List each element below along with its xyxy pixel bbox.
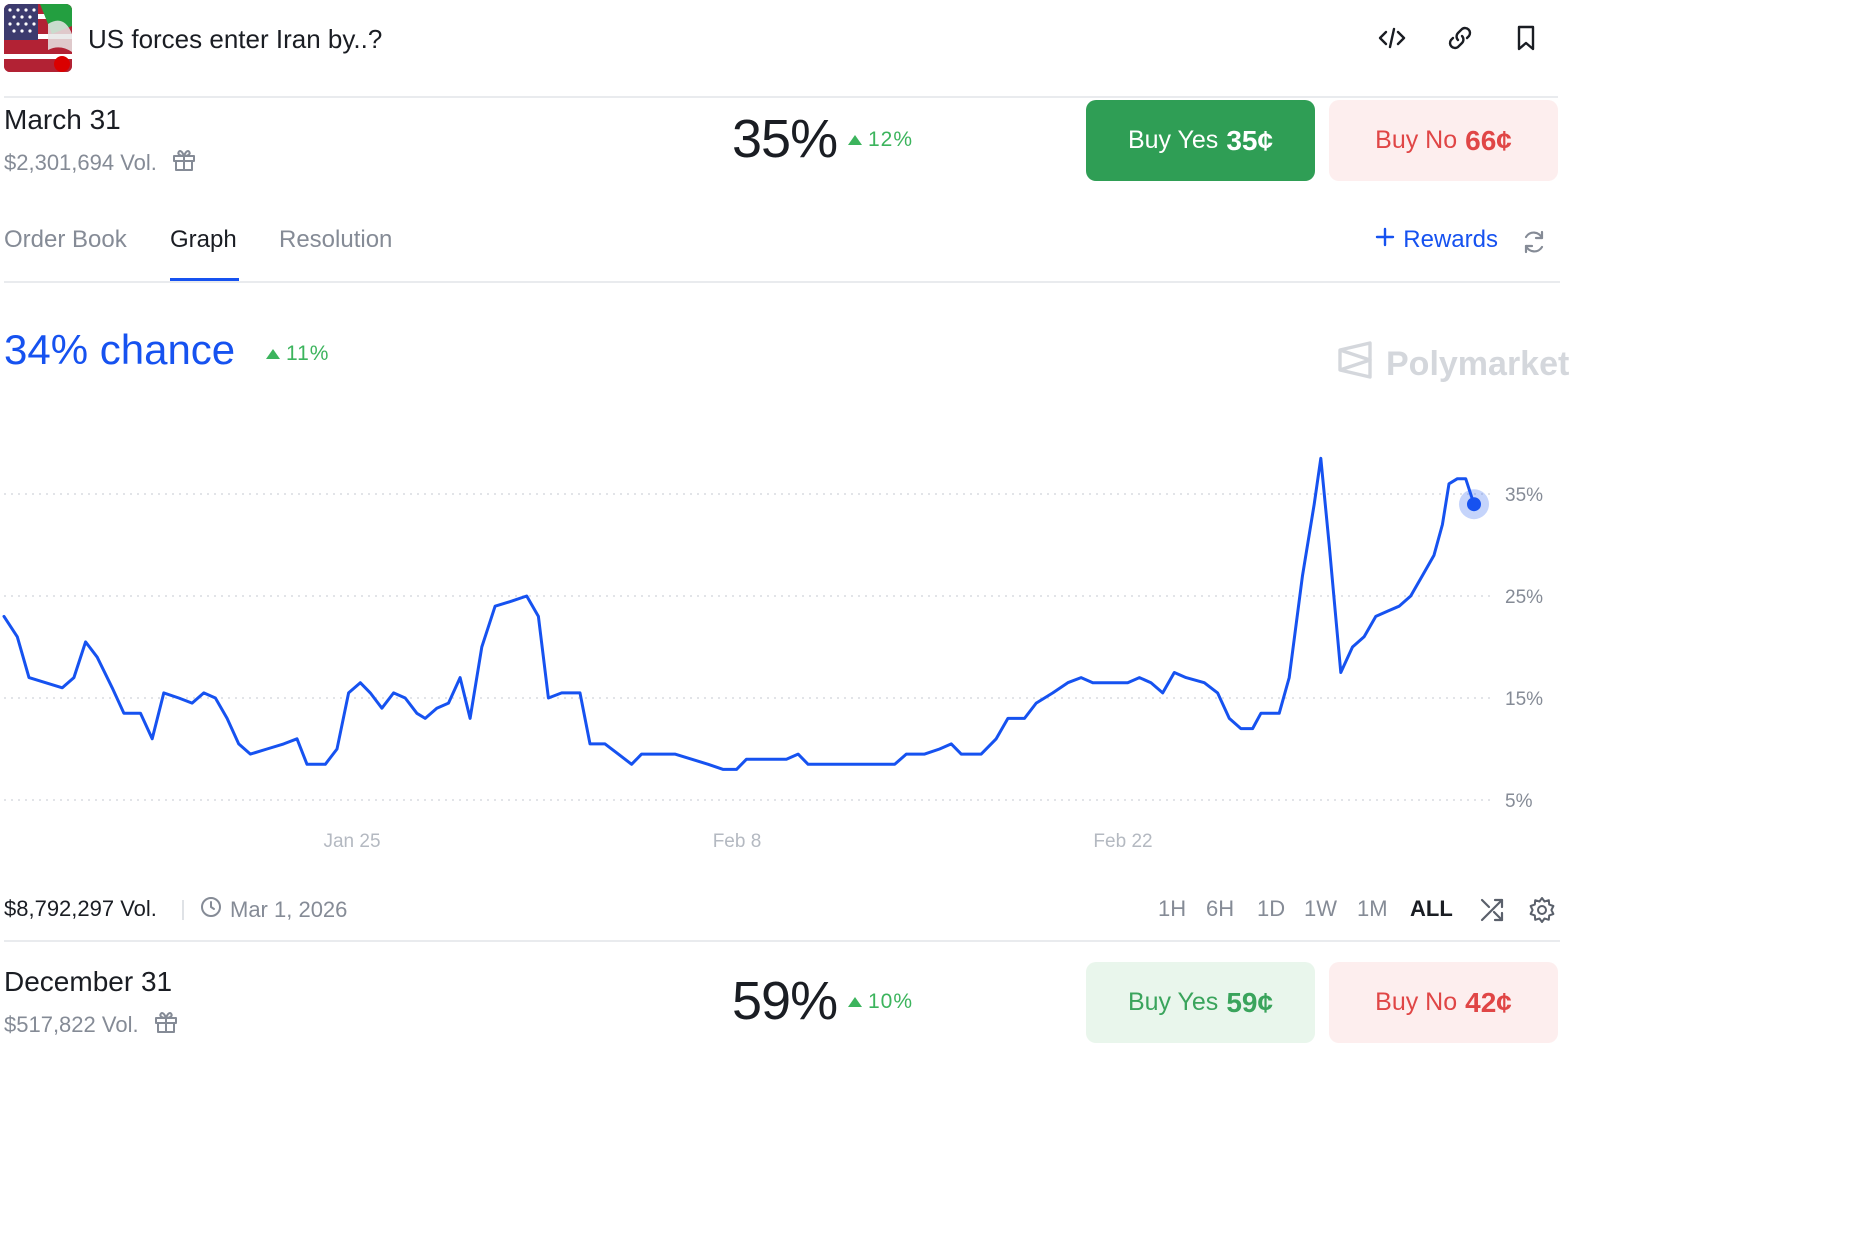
tab-resolution[interactable]: Resolution [279, 226, 393, 253]
range-1m[interactable]: 1M [1357, 896, 1388, 921]
buy-yes-price: 59¢ [1226, 986, 1274, 1018]
tab-divider [4, 281, 1560, 283]
up-triangle-icon [848, 135, 862, 145]
tab-graph[interactable]: Graph [170, 226, 237, 253]
shuffle-icon[interactable] [1478, 896, 1506, 929]
outcome-volume: $517,822 Vol. [4, 1009, 179, 1041]
chart-footer: $8,792,297 Vol. Mar 1, 2026 1H 6H 1D 1W … [4, 896, 1560, 926]
divider [4, 940, 1560, 942]
outcome-delta-text: 10% [868, 990, 914, 1013]
plus-icon [1375, 226, 1395, 254]
buy-yes-label: Buy Yes [1127, 988, 1219, 1016]
outcome-name: March 31 [4, 104, 121, 135]
outcome-delta: 12% [848, 128, 913, 152]
end-date-text: Mar 1, 2026 [230, 897, 348, 922]
outcome-name: December 31 [4, 966, 173, 997]
y-tick-label: 5% [1505, 791, 1533, 812]
range-6h[interactable]: 6H [1206, 896, 1235, 921]
chance-delta-text: 11% [286, 342, 330, 365]
polymarket-watermark: Polymarket [1336, 340, 1569, 389]
range-1d[interactable]: 1D [1257, 896, 1286, 921]
probability-line-chart[interactable]: 35% 25% 15% 5% Jan 25 Feb 8 Feb 22 [0, 440, 1560, 870]
refresh-icon[interactable] [1520, 228, 1550, 258]
outcome-delta: 10% [848, 990, 913, 1014]
outcome-probability: 59% [732, 971, 838, 1031]
footer-divider [182, 900, 184, 920]
range-1w[interactable]: 1W [1304, 896, 1337, 921]
rewards-button[interactable]: Rewards [1375, 226, 1498, 254]
current-point-marker [1467, 497, 1481, 512]
y-tick-label: 25% [1505, 587, 1543, 608]
gift-icon[interactable] [171, 147, 197, 179]
outcome-probability: 35% [732, 109, 838, 169]
active-tab-indicator [170, 278, 239, 281]
y-tick-label: 35% [1505, 485, 1543, 506]
buy-yes-button[interactable]: Buy Yes 35¢ [1086, 100, 1315, 181]
chance-label: 34% chance [4, 326, 236, 373]
outcome-volume: $2,301,694 Vol. [4, 147, 197, 179]
buy-no-label: Buy No [1375, 126, 1458, 154]
buy-no-button[interactable]: Buy No 66¢ [1329, 100, 1558, 181]
bookmark-icon[interactable] [1510, 22, 1542, 54]
end-date: Mar 1, 2026 [200, 896, 347, 924]
polymarket-logo-icon [1336, 340, 1374, 389]
outcome-volume-text: $2,301,694 Vol. [4, 150, 157, 175]
y-tick-label: 15% [1505, 689, 1543, 710]
rewards-label: Rewards [1403, 226, 1498, 253]
buy-no-price: 42¢ [1465, 986, 1512, 1018]
market-thumbnail[interactable] [4, 4, 72, 72]
buy-no-label: Buy No [1375, 988, 1458, 1016]
buy-no-price: 66¢ [1465, 124, 1512, 156]
polymarket-watermark-text: Polymarket [1386, 345, 1570, 383]
buy-no-button[interactable]: Buy No 42¢ [1329, 962, 1558, 1043]
x-tick-label: Feb 8 [713, 831, 762, 852]
buy-yes-label: Buy Yes [1127, 126, 1219, 154]
total-volume: $8,792,297 Vol. [4, 896, 157, 921]
settings-gear-icon[interactable] [1528, 896, 1556, 929]
clock-icon [200, 896, 222, 924]
buy-yes-price: 35¢ [1226, 124, 1274, 156]
series-line [2, 456, 1476, 771]
market-header: US forces enter Iran by..? [0, 0, 1860, 96]
link-icon[interactable] [1444, 22, 1476, 54]
x-tick-label: Jan 25 [323, 831, 380, 852]
divider [4, 96, 1558, 98]
embed-code-icon[interactable] [1376, 22, 1408, 54]
market-title: US forces enter Iran by..? [88, 24, 383, 54]
range-1h[interactable]: 1H [1158, 896, 1187, 921]
chance-delta: 11% [266, 342, 329, 366]
buy-yes-button[interactable]: Buy Yes 59¢ [1086, 962, 1315, 1043]
outcome-volume-text: $517,822 Vol. [4, 1012, 139, 1037]
x-tick-label: Feb 22 [1093, 831, 1152, 852]
tab-order-book[interactable]: Order Book [4, 226, 127, 253]
range-all[interactable]: ALL [1410, 896, 1453, 921]
up-triangle-icon [266, 349, 280, 359]
outcome-delta-text: 12% [868, 128, 914, 151]
up-triangle-icon [848, 997, 862, 1007]
gift-icon[interactable] [153, 1009, 179, 1041]
